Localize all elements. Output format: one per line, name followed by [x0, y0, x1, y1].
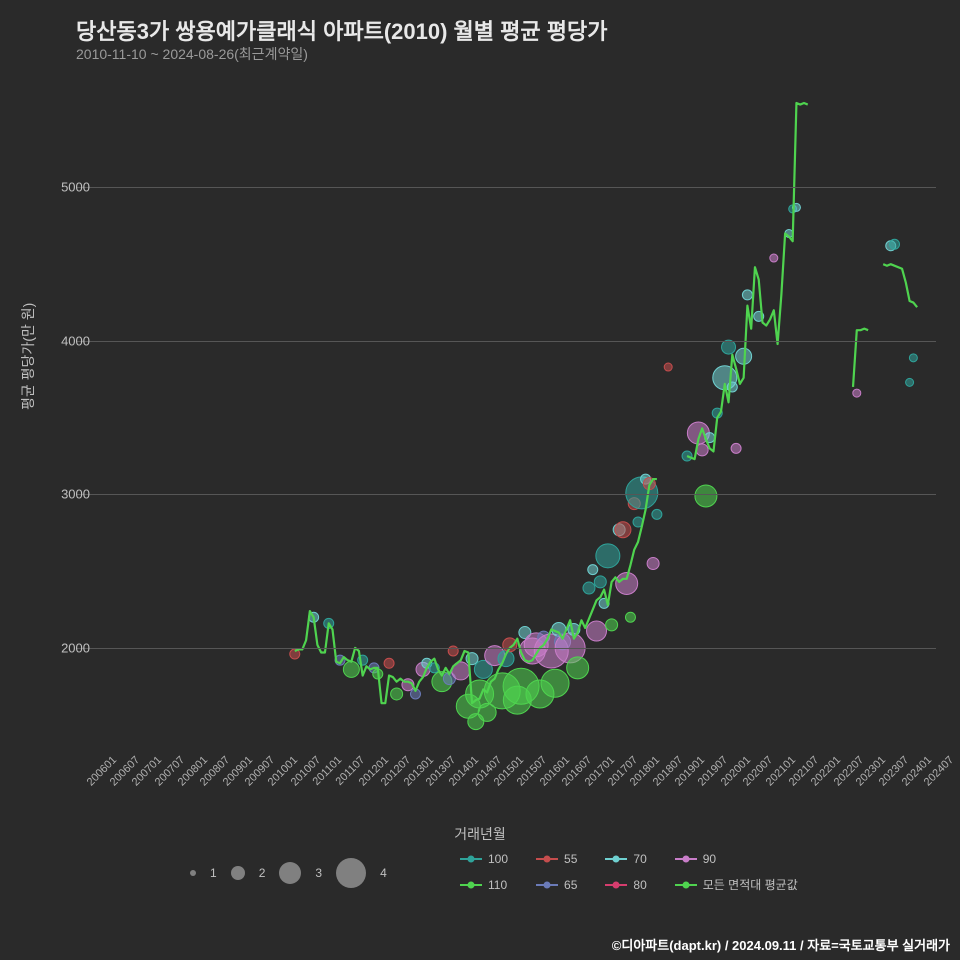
- legend-swatch: [460, 884, 482, 886]
- legend-size-label: 2: [259, 866, 266, 880]
- legend-size-label: 3: [315, 866, 322, 880]
- avg-line: [883, 264, 917, 307]
- bubble-point: [594, 576, 606, 588]
- plot-area: [76, 80, 936, 740]
- bubble-point: [588, 565, 598, 575]
- y-tick-label: 2000: [61, 640, 90, 655]
- legend-color: 100 55 70 90 110 65 80 모든 면적대 평균값: [460, 852, 798, 893]
- bubble-point: [722, 340, 736, 354]
- legend-label: 100: [488, 852, 508, 866]
- gridline: [76, 494, 936, 495]
- legend-item: 110: [460, 876, 508, 893]
- bubble-point: [664, 363, 672, 371]
- bubble-point: [596, 544, 620, 568]
- legend-swatch: [675, 858, 697, 860]
- gridline: [76, 648, 936, 649]
- y-tick-label: 5000: [61, 180, 90, 195]
- legend-label: 모든 면적대 평균값: [703, 876, 798, 893]
- bubble-point: [906, 378, 914, 386]
- gridline: [76, 187, 936, 188]
- y-tick-label: 4000: [61, 333, 90, 348]
- legend-swatch: [536, 858, 558, 860]
- legend-size-dot: [336, 858, 366, 888]
- legend-item: 65: [536, 876, 577, 893]
- bubble-point: [853, 389, 861, 397]
- legend-label: 55: [564, 852, 577, 866]
- credit-text: ©디아파트(dapt.kr) / 2024.09.11 / 자료=국토교통부 실…: [612, 935, 950, 954]
- y-tick-label: 3000: [61, 487, 90, 502]
- legend-size-label: 1: [210, 866, 217, 880]
- bubble-point: [384, 658, 394, 668]
- legend-item: 70: [605, 852, 646, 866]
- legend-swatch: [675, 884, 697, 886]
- legend-size-dot: [190, 870, 196, 876]
- chart-subtitle: 2010-11-10 ~ 2024-08-26(최근계약일): [76, 44, 308, 64]
- legend-size-dot: [231, 866, 245, 880]
- bubble-point: [742, 290, 752, 300]
- bubble-point: [770, 254, 778, 262]
- legend-swatch: [605, 884, 627, 886]
- legend-size: 1 2 3 4: [190, 858, 387, 888]
- bubble-point: [587, 621, 607, 641]
- chart-container: 당산동3가 쌍용예가클래식 아파트(2010) 월별 평균 평당가 2010-1…: [0, 0, 960, 960]
- legend-label: 110: [488, 878, 507, 892]
- bubble-point: [890, 239, 900, 249]
- bubble-point: [652, 509, 662, 519]
- bubble-point: [695, 485, 717, 507]
- legend-size-dot: [279, 862, 301, 884]
- bubble-point: [391, 688, 403, 700]
- legend-label: 70: [633, 852, 646, 866]
- gridline: [76, 341, 936, 342]
- legend-item: 80: [605, 876, 646, 893]
- legend-label: 65: [564, 878, 577, 892]
- legend-label: 90: [703, 852, 716, 866]
- bubble-point: [583, 582, 595, 594]
- legend-size-label: 4: [380, 866, 387, 880]
- plot-svg: [76, 80, 936, 740]
- avg-line: [687, 103, 808, 459]
- y-axis-label: 평균 평당가(만 원): [18, 303, 38, 410]
- legend-item: 100: [460, 852, 508, 866]
- chart-title: 당산동3가 쌍용예가클래식 아파트(2010) 월별 평균 평당가: [76, 14, 607, 46]
- legend-swatch: [536, 884, 558, 886]
- bubble-point: [909, 354, 917, 362]
- avg-line: [853, 329, 868, 387]
- bubble-point: [731, 443, 741, 453]
- bubble-point: [615, 522, 631, 538]
- bubble-point: [647, 557, 659, 569]
- bubble-point: [343, 661, 359, 677]
- legend-item: 90: [675, 852, 798, 866]
- bubble-point: [541, 669, 569, 697]
- bubble-point: [606, 619, 618, 631]
- legend-swatch: [605, 858, 627, 860]
- legend-swatch: [460, 858, 482, 860]
- x-axis-label: 거래년월: [0, 824, 960, 844]
- bubble-point: [567, 657, 589, 679]
- legend-label: 80: [633, 878, 646, 892]
- x-ticks: 2006012006072007012007072008012008072009…: [76, 746, 936, 816]
- legend-item: 모든 면적대 평균값: [675, 876, 798, 893]
- bubble-point: [625, 612, 635, 622]
- legend-item: 55: [536, 852, 577, 866]
